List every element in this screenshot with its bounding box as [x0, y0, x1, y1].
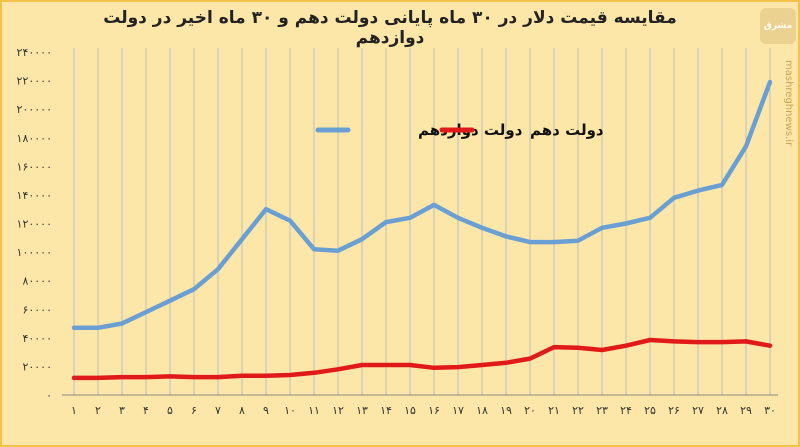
y-tick-label: ۱۶۰۰۰۰ [17, 160, 52, 173]
y-tick-label: ۱۰۰۰۰۰ [17, 246, 52, 259]
y-tick-label: ۲۰۰۰۰ [22, 360, 52, 373]
x-tick-label: ۱۲ [332, 404, 344, 417]
x-tick-label: ۲۰ [524, 404, 536, 417]
y-tick-label: ۱۸۰۰۰۰ [17, 132, 52, 145]
x-tick-label: ۲ [95, 404, 101, 417]
x-tick-label: ۳ [119, 404, 125, 417]
x-tick-label: ۱۴ [380, 404, 392, 417]
x-tick-label: ۲۹ [740, 404, 752, 417]
x-tick-label: ۴ [143, 404, 149, 417]
x-tick-label: ۲۸ [716, 404, 728, 417]
x-tick-label: ۱ [71, 404, 77, 417]
x-tick-label: ۲۵ [644, 404, 656, 417]
series-line-10th-government [71, 337, 773, 381]
series-line-12th-government [71, 79, 773, 331]
x-tick-label: ۷ [215, 404, 221, 417]
x-tick-label: ۱۶ [428, 404, 440, 417]
y-tick-label: ۲۴۰۰۰۰ [17, 46, 52, 59]
x-tick-label: ۸ [239, 404, 245, 417]
legend-label-10th: دولت دهم [530, 121, 604, 139]
x-tick-label: ۲۶ [668, 404, 680, 417]
x-tick-label: ۳۰ [764, 404, 776, 417]
x-tick-label: ۱۳ [356, 404, 368, 417]
y-tick-label: ۴۰۰۰۰ [22, 332, 52, 345]
x-tick-label: ۱۵ [404, 404, 416, 417]
site-watermark: mashreghnews.ir [783, 60, 794, 147]
x-tick-label: ۵ [167, 404, 173, 417]
x-tick-label: ۱۰ [284, 404, 296, 417]
x-tick-label: ۲۷ [692, 404, 704, 417]
x-tick-label: ۲۱ [548, 404, 560, 417]
x-tick-label: ۲۴ [620, 404, 632, 417]
y-tick-label: ۱۴۰۰۰۰ [17, 189, 52, 202]
x-tick-label: ۹ [263, 404, 269, 417]
y-tick-label: ۰ [46, 389, 52, 402]
x-tick-label: ۲۳ [596, 404, 608, 417]
x-tick-label: ۱۹ [500, 404, 512, 417]
x-tick-label: ۱۷ [452, 404, 464, 417]
y-tick-label: ۶۰۰۰۰ [22, 303, 52, 316]
x-tick-label: ۲۲ [572, 404, 584, 417]
x-tick-label: ۱۸ [476, 404, 488, 417]
logo-watermark: مشرق [760, 8, 796, 44]
x-tick-label: ۱۱ [308, 404, 320, 417]
chart-title: مقایسه قیمت دلار در ۳۰ ماه پایانی دولت د… [103, 8, 677, 48]
y-tick-label: ۲۲۰۰۰۰ [17, 75, 52, 88]
y-tick-label: ۱۲۰۰۰۰ [17, 218, 52, 231]
x-tick-label: ۶ [191, 404, 197, 417]
y-tick-label: ۸۰۰۰۰ [22, 275, 52, 288]
y-tick-label: ۲۰۰۰۰۰ [17, 103, 52, 116]
